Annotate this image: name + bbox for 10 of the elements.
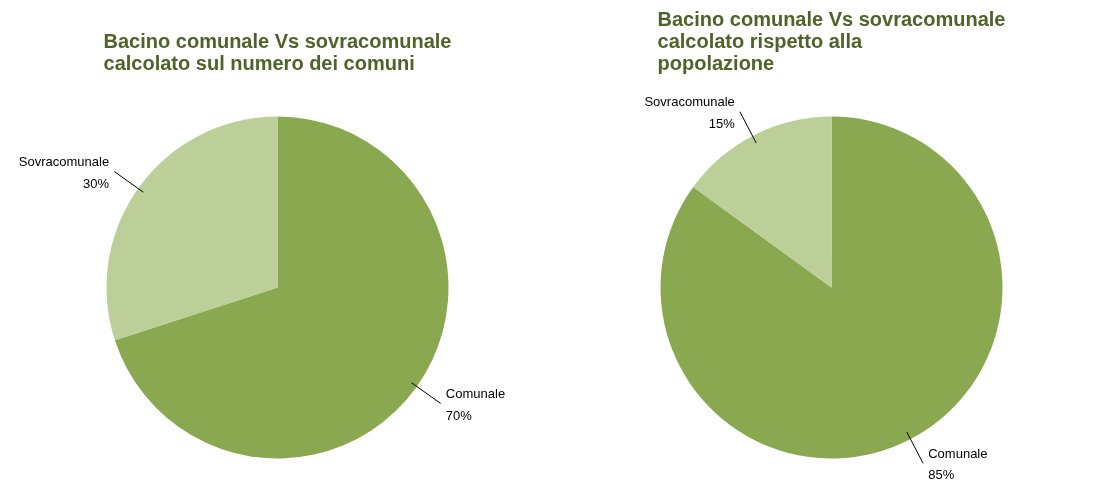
data-label: 85% <box>928 467 955 483</box>
chart-title: Bacino comunale Vs sovracomunale calcolato sul numero dei comuni <box>103 29 452 74</box>
slice-label: Sovracomunale <box>644 94 735 110</box>
chart-title: Bacino comunale Vs sovracomunale calcolato rispetto alla popolazione <box>657 7 1006 74</box>
slice-label: Comunale <box>445 385 506 401</box>
slice-label: Comunale <box>928 445 988 461</box>
data-label: 30% <box>83 175 110 191</box>
data-label: 15% <box>708 115 736 131</box>
slice-label: Sovracomunale <box>18 154 110 169</box>
data-label: 70% <box>445 407 473 423</box>
